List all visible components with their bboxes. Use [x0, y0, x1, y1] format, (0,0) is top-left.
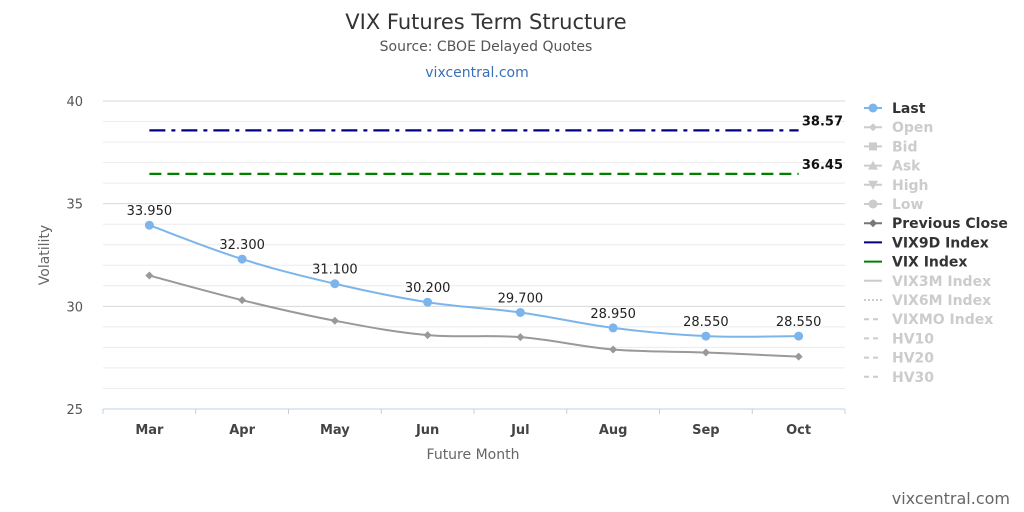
legend-circle-icon [868, 103, 878, 113]
legend-item-vix6m-index[interactable]: VIX6M Index [864, 293, 991, 309]
legend-item-ask[interactable]: Ask [864, 159, 921, 175]
data-label: 28.550 [683, 315, 729, 330]
legend-item-vix-index[interactable]: VIX Index [864, 255, 967, 271]
legend: Last Open Bid Ask High Low Previous Close VIX9D… [864, 101, 1008, 386]
data-point [515, 307, 525, 317]
legend-label: VIX9D Index [892, 235, 989, 251]
data-point [609, 345, 618, 354]
legend-item-hv30[interactable]: HV30 [864, 370, 934, 386]
y-axis-title: Volatility [37, 225, 53, 285]
x-tick-label: Apr [229, 423, 255, 438]
data-label: 30.200 [405, 281, 451, 296]
legend-label: Low [892, 197, 924, 213]
series-line-last [149, 224, 799, 338]
data-label: 28.550 [776, 315, 822, 330]
x-tick-label: Jul [510, 423, 530, 438]
legend-label: HV20 [892, 351, 934, 367]
x-tick-label: Sep [692, 423, 720, 438]
x-axis-ticks: Mar Apr May Jun Jul Aug Sep Oct [102, 408, 846, 438]
legend-item-hv10[interactable]: HV10 [864, 331, 934, 347]
legend-label: HV30 [892, 370, 934, 386]
chart-title: VIX Futures Term Structure [345, 10, 626, 34]
y-axis-ticks: 25 30 35 40 [66, 95, 83, 418]
legend-diamond-icon [869, 123, 877, 132]
legend-item-low[interactable]: Low [864, 197, 924, 213]
x-tick-label: Oct [786, 423, 811, 438]
chart-subtitle: Source: CBOE Delayed Quotes [380, 39, 593, 55]
level-label: 36.45 [802, 158, 843, 173]
data-point [330, 279, 340, 289]
data-point [516, 333, 525, 342]
legend-label: VIXMO Index [892, 312, 993, 328]
data-point [238, 296, 247, 305]
data-label: 31.100 [312, 263, 358, 278]
data-point [701, 331, 711, 341]
x-axis-title: Future Month [427, 447, 520, 463]
data-label: 29.700 [498, 291, 544, 306]
legend-item-vix3m-index[interactable]: VIX3M Index [864, 274, 991, 290]
legend-label: Open [892, 120, 933, 136]
plot-series: 33.950 32.300 31.100 30.200 29.700 28.950 28.5… [127, 114, 843, 361]
y-tick-label: 30 [66, 300, 83, 315]
x-tick-label: Jun [415, 423, 439, 438]
legend-circle-icon [868, 199, 878, 209]
legend-item-open[interactable]: Open [864, 120, 933, 136]
legend-triangle-icon [868, 160, 878, 170]
x-tick-label: Mar [135, 423, 164, 438]
legend-item-last[interactable]: Last [864, 101, 926, 117]
data-label: 28.950 [590, 307, 636, 322]
legend-label: VIX Index [892, 255, 967, 271]
data-point [145, 271, 154, 280]
legend-label: Previous Close [892, 216, 1008, 232]
data-point [701, 348, 710, 357]
legend-item-vixmo-index[interactable]: VIXMO Index [864, 312, 993, 328]
legend-item-previous-close[interactable]: Previous Close [864, 216, 1008, 232]
legend-label: VIX3M Index [892, 274, 991, 290]
legend-item-high[interactable]: High [864, 178, 929, 194]
legend-triangle-down-icon [868, 180, 878, 190]
legend-item-hv20[interactable]: HV20 [864, 351, 934, 367]
level-label: 38.57 [802, 114, 843, 129]
y-tick-label: 25 [66, 403, 83, 418]
legend-label: HV10 [892, 331, 934, 347]
legend-square-icon [869, 142, 877, 151]
data-point [423, 297, 433, 307]
legend-diamond-icon [869, 219, 877, 228]
data-point [330, 316, 339, 325]
y-tick-label: 35 [66, 198, 83, 213]
data-point [794, 331, 804, 341]
series-line-previous-close [149, 274, 799, 358]
grid-lines [103, 100, 845, 410]
legend-item-bid[interactable]: Bid [864, 139, 918, 155]
legend-label: Bid [892, 139, 918, 155]
y-tick-label: 40 [66, 95, 83, 110]
data-point [794, 352, 803, 361]
data-point [144, 220, 154, 230]
legend-label: High [892, 178, 929, 194]
legend-label: Last [892, 101, 926, 117]
data-point [237, 254, 247, 264]
x-tick-label: May [320, 423, 350, 438]
source-link[interactable]: vixcentral.com [425, 65, 528, 81]
legend-label: Ask [892, 159, 921, 175]
data-point [608, 323, 618, 333]
data-label: 32.300 [219, 238, 265, 253]
x-tick-label: Aug [599, 423, 628, 438]
data-label: 33.950 [127, 204, 173, 219]
credit-link[interactable]: vixcentral.com [892, 489, 1010, 508]
legend-label: VIX6M Index [892, 293, 991, 309]
legend-item-vix9d-index[interactable]: VIX9D Index [864, 235, 989, 251]
data-point [423, 331, 432, 340]
